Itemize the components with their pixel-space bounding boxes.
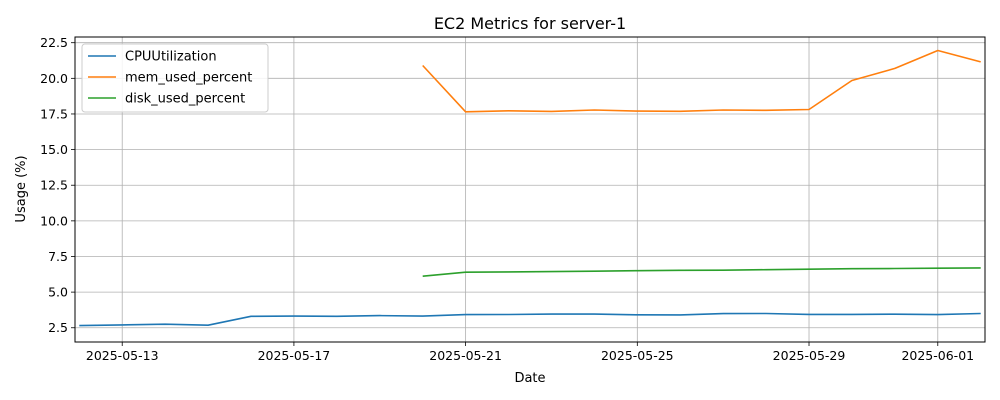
legend-label: disk_used_percent [125, 92, 245, 107]
plot-frame [74, 36, 986, 343]
y-tick-label: 17.5 [40, 106, 68, 121]
x-tick-label: 2025-05-17 [258, 348, 331, 363]
x-axis-label: Date [514, 371, 545, 386]
x-tick-label: 2025-05-13 [86, 348, 159, 363]
x-tick-label: 2025-06-01 [901, 348, 974, 363]
series-line-mem_used_percent [422, 49, 981, 113]
y-tick-label: 12.5 [40, 178, 68, 193]
y-tick-label: 5.0 [48, 285, 68, 300]
legend-box [81, 43, 269, 113]
y-tick-label: 7.5 [48, 249, 68, 264]
x-tick-label: 2025-05-29 [773, 348, 846, 363]
series-line-disk_used_percent [422, 267, 981, 277]
y-axis-label: Usage (%) [14, 155, 29, 222]
series-lines [79, 49, 981, 327]
legend-label: CPUUtilization [125, 50, 217, 65]
legend-label: mem_used_percent [125, 71, 252, 86]
y-tick-label: 22.5 [40, 35, 68, 50]
y-tick-label: 10.0 [40, 213, 68, 228]
x-tick-label: 2025-05-25 [601, 348, 674, 363]
y-tick-label: 20.0 [40, 71, 68, 86]
legend: CPUUtilization mem_used_percent disk_used_… [81, 43, 269, 113]
y-tick-label: 15.0 [40, 142, 68, 157]
y-tick-label: 2.5 [48, 320, 68, 335]
x-tick-label: 2025-05-21 [429, 348, 502, 363]
series-line-CPUUtilization [79, 312, 981, 327]
axis-ticks: 2025-05-13 2025-05-17 2025-05-21 2025-05-25… [40, 35, 974, 363]
grid [75, 37, 985, 342]
chart-title: EC2 Metrics for server-1 [434, 14, 626, 33]
